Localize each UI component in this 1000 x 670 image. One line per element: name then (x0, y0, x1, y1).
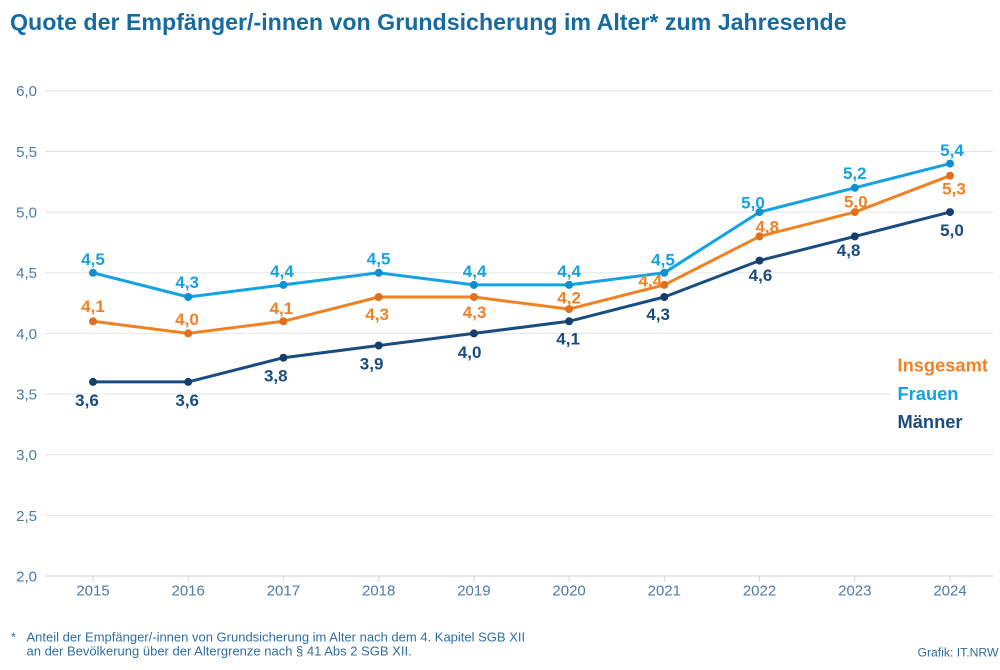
svg-text:2015: 2015 (76, 583, 109, 600)
svg-text:2019: 2019 (457, 583, 490, 600)
svg-text:2021: 2021 (648, 583, 681, 600)
svg-text:4,1: 4,1 (556, 329, 580, 348)
svg-text:4,0: 4,0 (16, 326, 37, 343)
svg-text:4,8: 4,8 (837, 241, 861, 260)
svg-text:Grafik: IT.NRW: Grafik: IT.NRW (917, 646, 999, 660)
svg-text:4,5: 4,5 (81, 250, 105, 269)
svg-text:4,1: 4,1 (270, 299, 294, 318)
svg-text:2,5: 2,5 (16, 508, 37, 525)
svg-text:Insgesamt: Insgesamt (898, 354, 988, 375)
svg-text:Anteil der Empfänger/-innen vo: Anteil der Empfänger/-innen von Grundsic… (27, 629, 526, 644)
svg-text:3,6: 3,6 (175, 391, 199, 410)
svg-text:5,0: 5,0 (741, 194, 765, 213)
svg-text:4,0: 4,0 (458, 343, 482, 362)
svg-text:5,4: 5,4 (940, 141, 964, 160)
svg-text:*: * (11, 629, 16, 644)
svg-text:2023: 2023 (838, 583, 871, 600)
svg-text:5,0: 5,0 (16, 205, 37, 222)
svg-text:Männer: Männer (898, 411, 963, 432)
svg-text:4,2: 4,2 (557, 289, 581, 308)
svg-text:4,3: 4,3 (646, 305, 670, 324)
svg-text:4,3: 4,3 (175, 273, 199, 292)
svg-text:an der Bevölkerung über der Al: an der Bevölkerung über der Altergrenze … (27, 643, 412, 658)
svg-text:4,4: 4,4 (463, 262, 487, 281)
svg-text:3,8: 3,8 (264, 366, 288, 385)
svg-text:5,0: 5,0 (844, 193, 868, 212)
svg-text:4,3: 4,3 (365, 305, 389, 324)
svg-text:3,6: 3,6 (75, 391, 99, 410)
svg-text:4,0: 4,0 (175, 310, 199, 329)
svg-text:3,9: 3,9 (360, 354, 384, 373)
svg-text:4,1: 4,1 (81, 297, 105, 316)
svg-text:4,5: 4,5 (651, 250, 675, 269)
svg-text:4,3: 4,3 (463, 303, 487, 322)
svg-text:6,0: 6,0 (16, 83, 37, 100)
svg-text:2018: 2018 (362, 583, 395, 600)
svg-text:4,4: 4,4 (557, 262, 581, 281)
svg-text:3,5: 3,5 (16, 386, 37, 403)
svg-text:2016: 2016 (172, 583, 205, 600)
svg-text:4,5: 4,5 (16, 265, 37, 282)
svg-text:5,3: 5,3 (942, 180, 966, 199)
svg-text:4,4: 4,4 (270, 262, 294, 281)
svg-text:4,4: 4,4 (638, 272, 662, 291)
svg-text:4,8: 4,8 (755, 218, 779, 237)
svg-text:5,2: 5,2 (843, 164, 867, 183)
svg-text:3,0: 3,0 (16, 447, 37, 464)
svg-text:Frauen: Frauen (898, 383, 959, 404)
svg-text:2,0: 2,0 (16, 568, 37, 585)
svg-text:5,0: 5,0 (940, 221, 964, 240)
svg-text:4,6: 4,6 (749, 266, 773, 285)
svg-text:2020: 2020 (552, 583, 585, 600)
svg-text:Quote der Empfänger/-innen von: Quote der Empfänger/-innen von Grundsich… (10, 9, 847, 35)
svg-text:2024: 2024 (933, 583, 966, 600)
svg-text:4,5: 4,5 (367, 250, 391, 269)
svg-text:2017: 2017 (267, 583, 300, 600)
svg-text:5,5: 5,5 (16, 144, 37, 161)
svg-text:2022: 2022 (743, 583, 776, 600)
